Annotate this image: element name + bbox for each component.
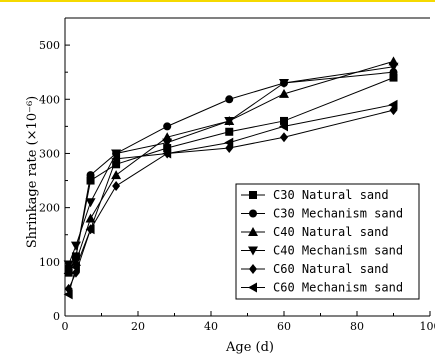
y-axis-title: Shrinkage rate (×10⁻⁶) xyxy=(25,96,40,248)
y-tick-label: 400 xyxy=(39,93,60,106)
chart-legend: C30 Natural sand C30 Mechanism sand C40 Na… xyxy=(235,183,420,300)
triangle-down-marker xyxy=(162,138,173,148)
legend-label: C60 Mechanism sand xyxy=(273,281,403,295)
x-axis-title: Age (d) xyxy=(225,340,274,354)
square-marker xyxy=(389,73,398,82)
x-tick-label: 80 xyxy=(350,320,364,333)
legend-box xyxy=(235,183,420,300)
y-tick-label: 500 xyxy=(39,39,60,52)
series-c60-mechanism-sand xyxy=(63,99,398,300)
circle-marker xyxy=(249,209,257,218)
triangle-left-marker xyxy=(388,99,398,110)
y-tick-label: 0 xyxy=(53,310,60,323)
circle-marker xyxy=(389,68,398,77)
triangle-down-marker xyxy=(63,260,74,270)
triangle-left-marker xyxy=(162,148,172,159)
diamond-marker xyxy=(280,132,288,143)
circle-marker xyxy=(86,171,95,180)
triangle-down-marker xyxy=(224,116,235,126)
legend-label: C40 Natural sand xyxy=(273,225,389,239)
triangle-left-marker xyxy=(224,137,234,148)
y-axis: 0 100 200 300 400 500 xyxy=(39,39,70,323)
x-tick-label: 0 xyxy=(62,320,69,333)
triangle-left-marker xyxy=(248,282,257,293)
legend-label: C30 Mechanism sand xyxy=(273,207,403,221)
triangle-down-marker xyxy=(388,62,399,72)
top-border-line xyxy=(0,0,435,2)
triangle-left-marker xyxy=(111,153,121,164)
square-marker xyxy=(249,191,257,199)
x-tick-label: 20 xyxy=(131,320,145,333)
triangle-up-marker xyxy=(111,170,122,180)
x-tick-label: 40 xyxy=(204,320,218,333)
triangle-up-marker xyxy=(279,88,289,98)
legend-label: C30 Natural sand xyxy=(273,188,389,202)
triangle-left-marker xyxy=(70,262,80,273)
triangle-up-marker xyxy=(85,213,96,223)
triangle-down-marker xyxy=(85,198,96,208)
circle-marker xyxy=(225,95,234,104)
circle-marker xyxy=(163,122,172,131)
triangle-left-marker xyxy=(279,121,288,132)
series-line xyxy=(68,66,394,265)
y-tick-label: 200 xyxy=(39,202,60,215)
triangle-down-marker xyxy=(111,149,122,159)
square-marker xyxy=(163,144,172,153)
series-c40-mechanism-sand xyxy=(63,62,399,270)
square-marker xyxy=(112,160,121,169)
square-marker xyxy=(280,116,288,125)
square-marker xyxy=(225,127,234,136)
series-line xyxy=(68,104,394,295)
triangle-left-marker xyxy=(63,289,73,300)
diamond-marker xyxy=(249,264,257,274)
y-tick-label: 300 xyxy=(39,147,60,160)
triangle-down-marker xyxy=(248,246,258,256)
triangle-down-marker xyxy=(279,79,289,89)
series-layer xyxy=(63,56,399,300)
x-tick-label: 60 xyxy=(277,320,291,333)
legend-label: C60 Natural sand xyxy=(273,262,389,276)
triangle-left-marker xyxy=(85,224,95,235)
x-tick-label: 100 xyxy=(420,320,435,333)
square-marker xyxy=(86,176,95,185)
diamond-marker xyxy=(112,180,121,191)
y-tick-label: 100 xyxy=(39,256,60,269)
x-axis: 0 20 40 60 80 100 xyxy=(62,311,435,333)
triangle-up-marker xyxy=(248,227,258,236)
triangle-down-marker xyxy=(70,241,81,251)
legend-label: C40 Mechanism sand xyxy=(273,244,403,258)
